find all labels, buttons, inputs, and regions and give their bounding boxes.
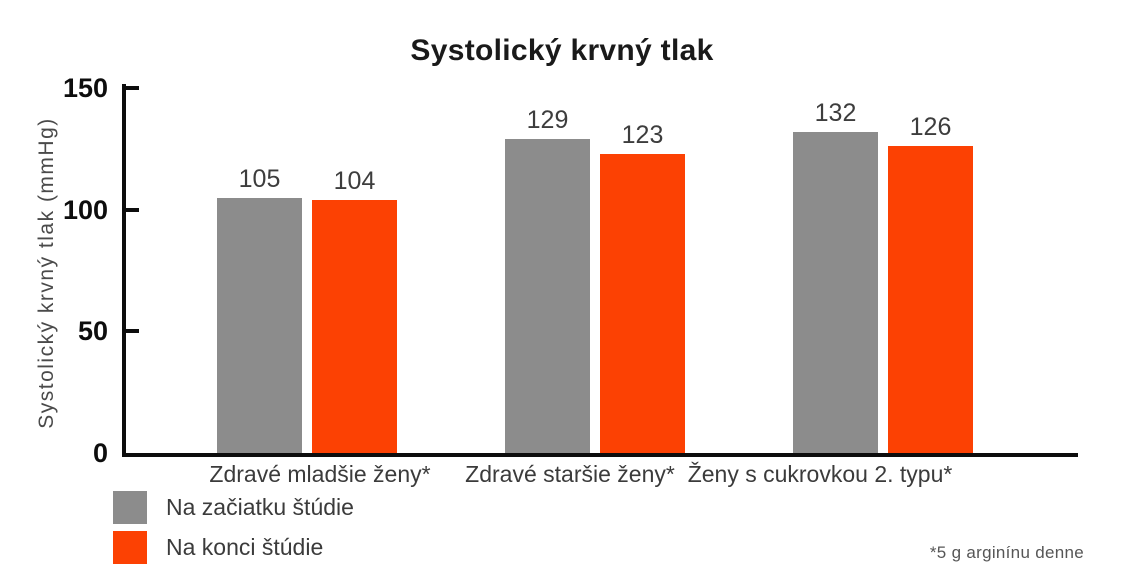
legend-swatch-orange [113, 531, 147, 564]
y-axis-tick-mark [126, 207, 139, 212]
bar-start-of-study [505, 139, 590, 453]
bar-group: 132 126 [793, 98, 973, 453]
bar-value-label: 132 [814, 98, 857, 127]
y-axis-tick-mark [126, 86, 139, 90]
bar-column: 123 [600, 120, 685, 453]
bar-group: 129 123 [505, 108, 685, 453]
footnote: *5 g arginínu denne [929, 543, 1084, 562]
bar-end-of-study [888, 146, 973, 453]
bar-value-label: 105 [238, 164, 281, 193]
bar-start-of-study [793, 131, 878, 453]
bar-column: 105 [217, 164, 302, 453]
legend-label-start-of-study: Na začiatku štúdie [166, 494, 354, 520]
y-axis-tick-label: 50 [77, 316, 108, 347]
bar-column: 129 [505, 108, 590, 453]
chart-title: Systolický krvný tlak [410, 34, 714, 67]
bar-end-of-study [600, 153, 685, 453]
bar-value-label: 123 [621, 120, 664, 149]
bar-end-of-study [312, 199, 397, 453]
y-axis-tick-label: 0 [92, 438, 108, 468]
bar-value-label: 104 [333, 166, 376, 195]
x-axis-line [122, 453, 1078, 457]
bar-value-label: 126 [909, 113, 952, 142]
y-axis-tick-mark [126, 329, 139, 334]
bar-column: 132 [793, 98, 878, 453]
y-axis-title: Systolický krvný tlak (mmHg) [35, 117, 58, 429]
bar-start-of-study [217, 197, 302, 453]
y-axis-tick-label: 150 [62, 73, 108, 103]
bar-group: 105 104 [217, 164, 397, 453]
legend-item-start-of-study: Na začiatku štúdie [113, 491, 354, 524]
x-axis-category-label: Ženy s cukrovkou 2. typu* [687, 461, 953, 487]
y-axis-tick-label: 100 [62, 194, 108, 225]
y-axis-line [122, 84, 126, 457]
x-axis-category-label: Zdravé mladšie ženy* [209, 461, 431, 487]
legend: Na začiatku štúdie Na konci štúdie [113, 491, 354, 564]
legend-item-end-of-study: Na konci štúdie [113, 531, 354, 564]
bar-column: 126 [888, 115, 973, 453]
legend-label-end-of-study: Na konci štúdie [166, 534, 324, 560]
bar-value-label: 129 [526, 106, 569, 135]
legend-swatch-gray [113, 491, 147, 524]
bar-column: 104 [312, 166, 397, 453]
x-axis-category-label: Zdravé staršie ženy* [465, 461, 675, 487]
